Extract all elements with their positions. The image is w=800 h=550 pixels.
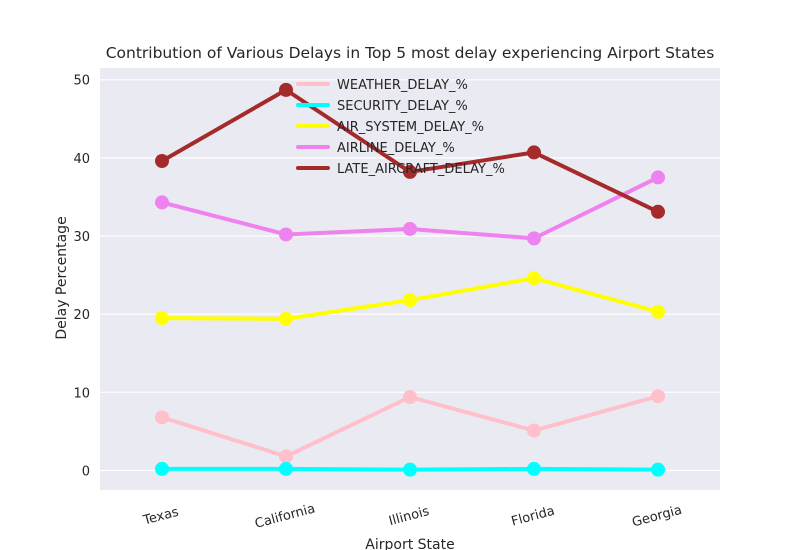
y-tick-labels: 0 10 20 30 40 50 — [73, 74, 90, 480]
data-point — [155, 311, 169, 326]
data-point — [279, 82, 293, 97]
data-point — [527, 145, 541, 160]
y-tick-label: 0 — [82, 464, 90, 479]
x-tick-labels: Texas California Illinois Florida Georgia — [141, 501, 684, 531]
x-axis-label: Airport State — [365, 537, 454, 550]
legend-label: AIRLINE_DELAY_% — [337, 141, 455, 156]
legend-label: SECURITY_DELAY_% — [337, 99, 468, 114]
data-point — [527, 231, 541, 246]
data-point — [155, 461, 169, 476]
legend-label: AIR_SYSTEM_DELAY_% — [337, 120, 484, 135]
y-tick-label: 30 — [73, 230, 90, 245]
data-point — [651, 389, 665, 404]
data-point — [279, 461, 293, 476]
y-tick-label: 10 — [73, 386, 90, 401]
data-point — [527, 271, 541, 286]
x-tick-label: Texas — [141, 505, 181, 529]
data-point — [651, 462, 665, 477]
x-tick-label: California — [253, 501, 317, 531]
legend-label: LATE_AIRCRAFT_DELAY_% — [337, 162, 505, 177]
y-tick-label: 20 — [73, 308, 90, 323]
data-point — [155, 195, 169, 210]
data-point — [155, 153, 169, 168]
data-point — [279, 227, 293, 242]
y-axis-label: Delay Percentage — [54, 216, 70, 339]
legend-label: WEATHER_DELAY_% — [337, 78, 468, 93]
x-tick-label: Georgia — [631, 503, 684, 531]
data-point — [403, 390, 417, 405]
data-point — [403, 221, 417, 236]
series-4 — [155, 82, 665, 219]
series-1 — [155, 461, 665, 477]
data-point — [279, 311, 293, 326]
x-tick-label: Illinois — [387, 504, 431, 529]
data-point — [403, 462, 417, 477]
data-point — [651, 170, 665, 185]
y-tick-label: 40 — [73, 152, 90, 167]
data-point — [527, 423, 541, 438]
series-0 — [155, 389, 665, 464]
y-tick-label: 50 — [73, 74, 90, 89]
data-point — [403, 164, 417, 179]
data-point — [651, 304, 665, 319]
data-point — [527, 461, 541, 476]
series-3 — [155, 170, 665, 246]
series-layer — [155, 82, 665, 477]
chart-title: Contribution of Various Delays in Top 5 … — [106, 44, 715, 62]
data-point — [403, 293, 417, 308]
data-point — [651, 204, 665, 219]
x-tick-label: Florida — [510, 504, 557, 530]
series-2 — [155, 271, 665, 326]
data-point — [279, 449, 293, 464]
legend: WEATHER_DELAY_% SECURITY_DELAY_% AIR_SYSTE… — [296, 78, 505, 177]
data-point — [155, 410, 169, 425]
